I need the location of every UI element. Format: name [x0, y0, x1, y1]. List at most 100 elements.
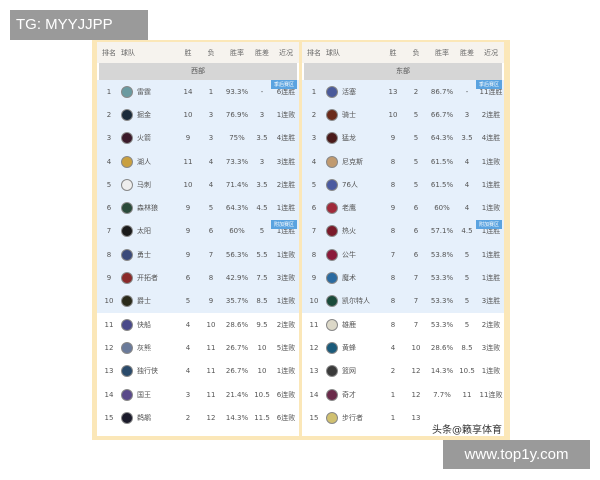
cell: 8: [390, 274, 396, 283]
cell: 5连败: [276, 343, 296, 352]
table-row[interactable]: 14 奇才 1 12 7.7% 11 11连败: [302, 383, 504, 406]
column-header: 近况: [279, 48, 293, 57]
cell: 6: [413, 250, 419, 259]
column-header: 胜差: [255, 48, 269, 57]
team-name: 雷霆: [137, 87, 151, 96]
table-row[interactable]: 附加赛区 7 热火 8 6 57.1% 4.5 1连胜: [302, 219, 504, 244]
cell: 56.3%: [225, 250, 249, 259]
cell: 7: [390, 250, 396, 259]
column-header: 球队: [121, 48, 135, 57]
table-row[interactable]: 13 独行侠 4 11 26.7% 10 1连败: [97, 360, 299, 383]
cell: 10.5: [254, 390, 270, 399]
cell: 3: [208, 134, 214, 143]
cell: 1连败: [276, 367, 296, 376]
cell: 10: [206, 320, 216, 329]
cell: 14.3%: [225, 413, 249, 422]
cell: -: [465, 87, 469, 96]
team-name: 湖人: [137, 157, 151, 166]
table-row[interactable]: 6 森林狼 9 5 64.3% 4.5 1连胜: [97, 196, 299, 220]
team-logo-icon: [326, 85, 338, 98]
rank: 7: [106, 227, 112, 236]
table-row[interactable]: 9 魔术 8 7 53.3% 5 1连胜: [302, 266, 504, 290]
team-name: 雄鹿: [342, 320, 356, 329]
column-header: 胜: [184, 48, 192, 57]
cell: 53.3%: [430, 274, 454, 283]
cell: 4连胜: [276, 134, 296, 143]
table-row[interactable]: 2 掘金 10 3 76.9% 3 1连败: [97, 103, 299, 127]
table-row[interactable]: 11 雄鹿 8 7 53.3% 5 2连败: [302, 313, 504, 336]
team-name: 尼克斯: [342, 157, 363, 166]
rank: 5: [106, 180, 112, 189]
cell: 4: [185, 367, 191, 376]
column-header: 胜差: [460, 48, 474, 57]
cell: 28.6%: [225, 320, 249, 329]
playoff-tag: 季后赛区: [475, 80, 502, 89]
team-logo-icon: [121, 295, 133, 308]
table-row[interactable]: 9 开拓者 6 8 42.9% 7.5 3连败: [97, 266, 299, 290]
table-row[interactable]: 15 鹈鹕 2 12 14.3% 11.5 6连败: [97, 406, 299, 429]
team-name: 黄蜂: [342, 343, 356, 352]
table-row[interactable]: 3 猛龙 9 5 64.3% 3.5 4连胜: [302, 126, 504, 150]
table-row[interactable]: 5 76人 8 5 61.5% 4 1连胜: [302, 173, 504, 197]
cell: 11: [462, 390, 472, 399]
cell: 6: [185, 274, 191, 283]
team-name: 独行侠: [137, 367, 158, 376]
team-name: 步行者: [342, 413, 363, 422]
column-header: 排名: [307, 48, 321, 57]
cell: -: [260, 87, 264, 96]
table-row[interactable]: 5 马刺 10 4 71.4% 3.5 2连胜: [97, 173, 299, 197]
column-header: 负: [207, 48, 215, 57]
cell: 3连胜: [276, 157, 296, 166]
table-row[interactable]: 10 爵士 5 9 35.7% 8.5 1连败: [97, 289, 299, 313]
table-row[interactable]: 季后赛区 1 雷霆 14 1 93.3% - 6连胜: [97, 80, 299, 104]
table-row[interactable]: 6 老鹰 9 6 60% 4 1连败: [302, 196, 504, 220]
cell: 12: [206, 413, 216, 422]
table-row[interactable]: 12 灰熊 4 11 26.7% 10 5连败: [97, 336, 299, 359]
tg-label: TG: MYYJJPP: [10, 10, 148, 40]
cell: 7: [413, 274, 419, 283]
team-name: 太阳: [137, 227, 151, 236]
rank: 15: [309, 413, 319, 422]
table-row[interactable]: 11 快船 4 10 28.6% 9.5 2连败: [97, 313, 299, 336]
table-row[interactable]: 15 步行者 1 13: [302, 406, 504, 429]
table-row[interactable]: 8 勇士 9 7 56.3% 5.5 1连败: [97, 243, 299, 267]
cell: 7: [413, 297, 419, 306]
cell: 2连胜: [276, 180, 296, 189]
table-row[interactable]: 2 骑士 10 5 66.7% 3 2连胜: [302, 103, 504, 127]
team-logo-icon: [326, 365, 338, 378]
table-row[interactable]: 季后赛区 1 活塞 13 2 86.7% - 11连胜: [302, 80, 504, 104]
table-row[interactable]: 10 凯尔特人 8 7 53.3% 5 3连胜: [302, 289, 504, 313]
cell: 4: [185, 320, 191, 329]
cell: 5: [185, 297, 191, 306]
team-logo-icon: [121, 225, 133, 238]
header-row: 排名 球队 胜 负 胜率 胜差 近况: [97, 42, 299, 63]
cell: 8: [390, 157, 396, 166]
cell: 4连胜: [481, 134, 501, 143]
cell: 2: [185, 413, 191, 422]
table-row[interactable]: 14 国王 3 11 21.4% 10.5 6连败: [97, 383, 299, 406]
cell: 1连败: [276, 250, 296, 259]
cell: 3.5: [256, 134, 268, 143]
cell: 11连胜: [479, 87, 503, 96]
cell: 5: [464, 320, 470, 329]
cell: 53.3%: [430, 320, 454, 329]
table-row[interactable]: 4 尼克斯 8 5 61.5% 4 1连败: [302, 149, 504, 174]
cell: 10: [388, 110, 398, 119]
cell: 1连败: [276, 110, 296, 119]
table-row[interactable]: 13 篮网 2 12 14.3% 10.5 1连败: [302, 360, 504, 383]
table-row[interactable]: 8 公牛 7 6 53.8% 5 1连胜: [302, 243, 504, 267]
table-row[interactable]: 3 火箭 9 3 75% 3.5 4连胜: [97, 126, 299, 150]
team-logo-icon: [326, 132, 338, 145]
rank: 14: [309, 390, 319, 399]
cell: 3: [185, 390, 191, 399]
table-row[interactable]: 4 湖人 11 4 73.3% 3 3连胜: [97, 149, 299, 174]
cell: 1: [390, 390, 396, 399]
cell: 1连胜: [481, 274, 501, 283]
cell: 3连败: [276, 274, 296, 283]
conference-title: 东部: [304, 63, 502, 80]
cell: 21.4%: [225, 390, 249, 399]
table-row[interactable]: 附加赛区 7 太阳 9 6 60% 5 1连胜: [97, 219, 299, 244]
rank: 4: [106, 157, 112, 166]
column-header: 胜率: [230, 48, 244, 57]
table-row[interactable]: 12 黄蜂 4 10 28.6% 8.5 3连败: [302, 336, 504, 359]
